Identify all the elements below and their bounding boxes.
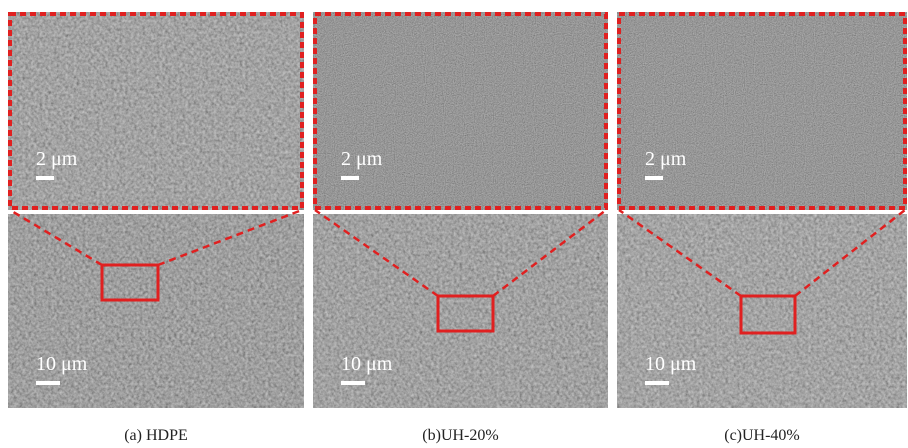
caption: (b)UH-20% — [422, 427, 498, 444]
scale-bar — [645, 381, 669, 385]
figure: 2 μm 10 μm (a) HDPE 2 μm 10 μm (b)UH-20% 2 μm 1… — [0, 0, 908, 448]
scale-label: 10 μm — [36, 353, 88, 375]
scale-bar — [36, 176, 54, 180]
caption: (c)UH-40% — [724, 427, 800, 444]
zoom-image — [617, 12, 907, 210]
scale-bar — [645, 176, 663, 180]
scale-label: 10 μm — [645, 353, 697, 375]
scale-label: 2 μm — [36, 148, 78, 170]
scale-bar — [36, 381, 60, 385]
zoom-image — [8, 12, 304, 210]
panels: 2 μm 10 μm (a) HDPE 2 μm 10 μm (b)UH-20% 2 μm 1… — [8, 12, 907, 444]
scale-bar — [341, 176, 359, 180]
scale-label: 2 μm — [645, 148, 687, 170]
zoom-image — [313, 12, 608, 210]
caption: (a) HDPE — [124, 427, 188, 444]
overview-image — [8, 214, 304, 408]
scale-label: 10 μm — [341, 353, 393, 375]
scale-bar — [341, 381, 365, 385]
scale-label: 2 μm — [341, 148, 383, 170]
